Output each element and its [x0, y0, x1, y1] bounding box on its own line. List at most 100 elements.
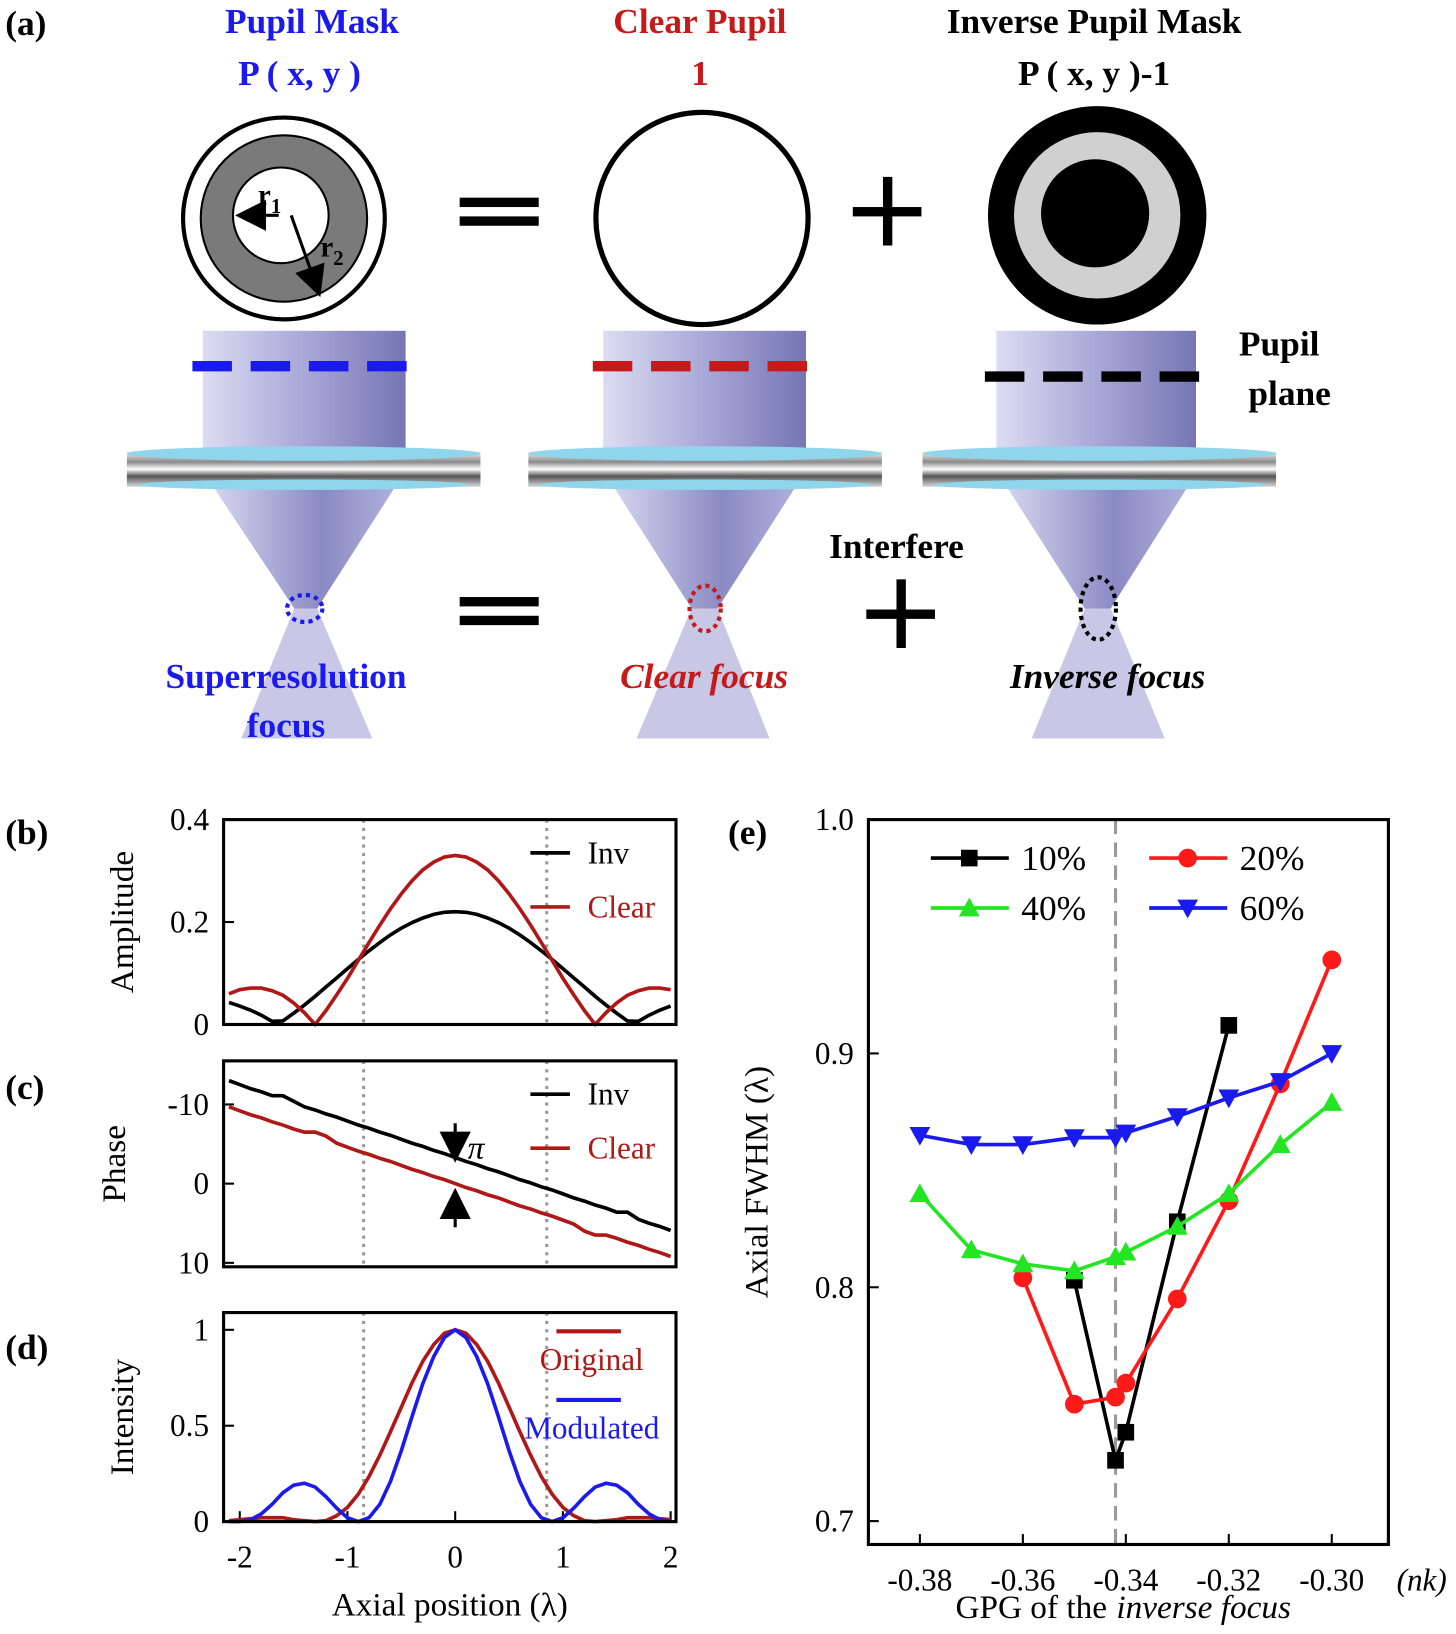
focus-spot [284, 592, 325, 625]
interfere-label: Interfere [829, 526, 964, 566]
marker [1322, 950, 1342, 970]
radius-base: r [258, 180, 271, 212]
y-axis-label: Phase [96, 1125, 133, 1203]
x-axis-label-part: GPG of the [955, 1588, 1107, 1625]
mask-center [231, 166, 330, 265]
x-tick-label: -1 [334, 1539, 360, 1574]
marker [1269, 1073, 1291, 1092]
legend-label: Clear [588, 1131, 656, 1166]
column-title: Pupil Mask [225, 1, 399, 41]
beam [202, 330, 406, 461]
x-tick-label: -0.38 [887, 1562, 952, 1597]
marker [909, 1126, 931, 1146]
column-formula: P ( x, y )-1 [1018, 53, 1170, 93]
x-axis-label-part: inverse focus [1116, 1588, 1291, 1625]
y-axis-label: Axial FWHM (λ) [739, 1066, 776, 1298]
lens [126, 446, 1277, 490]
annotation: π [468, 1130, 486, 1167]
radius-arrow [289, 214, 325, 298]
series-line [1021, 959, 1334, 1407]
focus-label: Clear focus [620, 656, 788, 696]
marker [960, 1136, 982, 1156]
y-tick-label: 0 [193, 1166, 209, 1201]
marker [909, 1183, 931, 1203]
plot-frame [222, 818, 678, 1027]
chart: (c) -10 0 10 Inv Clear Phase π [5, 1059, 678, 1280]
cone [636, 608, 770, 739]
clear-pupil [593, 109, 811, 328]
x-tick-label: -0.30 [1299, 1562, 1364, 1597]
x-tick-label: -0.32 [1196, 1562, 1261, 1597]
panel-label: (e) [728, 812, 767, 852]
inverse-center [1041, 159, 1150, 268]
y-tick-label: 10 [178, 1245, 209, 1280]
x-axis-label: GPG of the inverse focus [955, 1588, 1291, 1625]
marker [1063, 1129, 1085, 1149]
x-axis-label: Axial position (λ) [332, 1586, 568, 1623]
cone [241, 608, 373, 739]
x-tick-label: -2 [227, 1539, 253, 1574]
column-formula: P ( x, y ) [238, 53, 361, 93]
legend-marker [958, 897, 980, 917]
legend-label: Clear [588, 889, 656, 924]
plus-sign [866, 579, 935, 648]
series-line [229, 1327, 671, 1524]
marker [1063, 1260, 1085, 1280]
cone [1006, 486, 1188, 609]
column-title: Inverse Pupil Mask [947, 1, 1242, 41]
legend-label: 60% [1240, 888, 1305, 928]
series-line [228, 909, 672, 1024]
legend-marker [1177, 899, 1199, 919]
y-tick-label: 0 [193, 1007, 209, 1042]
radius-sub: 2 [333, 247, 343, 270]
focus-spot [1078, 575, 1118, 642]
marker [1220, 1017, 1238, 1034]
y-tick-label: 0.5 [170, 1408, 209, 1443]
marker [1107, 1451, 1124, 1469]
y-axis-label: Amplitude [104, 851, 141, 993]
legend-label: Inv [588, 1077, 630, 1112]
y-tick-label: 1.0 [815, 802, 854, 837]
x-tick-label: 0 [447, 1539, 463, 1574]
marker [1064, 1394, 1084, 1414]
beam [603, 330, 806, 461]
column-title: Clear Pupil [613, 1, 786, 41]
panel-label: (c) [5, 1067, 44, 1107]
cone [1031, 608, 1165, 739]
marker [1321, 1092, 1343, 1111]
x-tick-label: -0.34 [1093, 1562, 1158, 1597]
plot-frame [866, 818, 1390, 1547]
plane-label: plane [1248, 373, 1331, 413]
legend-label: 20% [1240, 838, 1305, 878]
chart: (d) 0 0.5 1 -2 -1 0 1 2 Original Modulated Intensit… [5, 1311, 679, 1623]
y-tick-label: -10 [167, 1087, 209, 1122]
marker [1012, 1136, 1034, 1156]
series-line [228, 1105, 672, 1259]
y-tick-label: 0.9 [815, 1036, 854, 1071]
series-line [228, 853, 671, 1028]
marker [1013, 1268, 1033, 1288]
legend-label: Original [540, 1342, 644, 1377]
cone [613, 486, 796, 609]
radius-label: r2 [320, 232, 343, 270]
y-tick-label: 0.4 [170, 802, 209, 837]
equals-sign [459, 597, 539, 626]
column-formula: 1 [691, 53, 709, 93]
focus-label: Superresolution [165, 656, 406, 696]
marker [1115, 1124, 1137, 1144]
marker [1167, 1289, 1187, 1309]
radius-base: r [320, 232, 333, 264]
y-tick-label: 0 [193, 1504, 209, 1539]
legend-label: 40% [1021, 888, 1086, 928]
plus-sign [852, 176, 922, 246]
legend-label: 10% [1021, 838, 1086, 878]
marker [960, 1239, 982, 1259]
y-axis-label: Intensity [104, 1359, 141, 1476]
panel-label: (d) [5, 1327, 48, 1367]
marker [1166, 1216, 1188, 1235]
y-tick-label: 0.8 [815, 1270, 854, 1305]
y-tick-label: 0.2 [170, 905, 209, 940]
panel-a: (a) Pupil Mask P ( x, y ) Clear Pupil 1 … [5, 1, 1331, 745]
x-tick-label: 2 [663, 1539, 679, 1574]
